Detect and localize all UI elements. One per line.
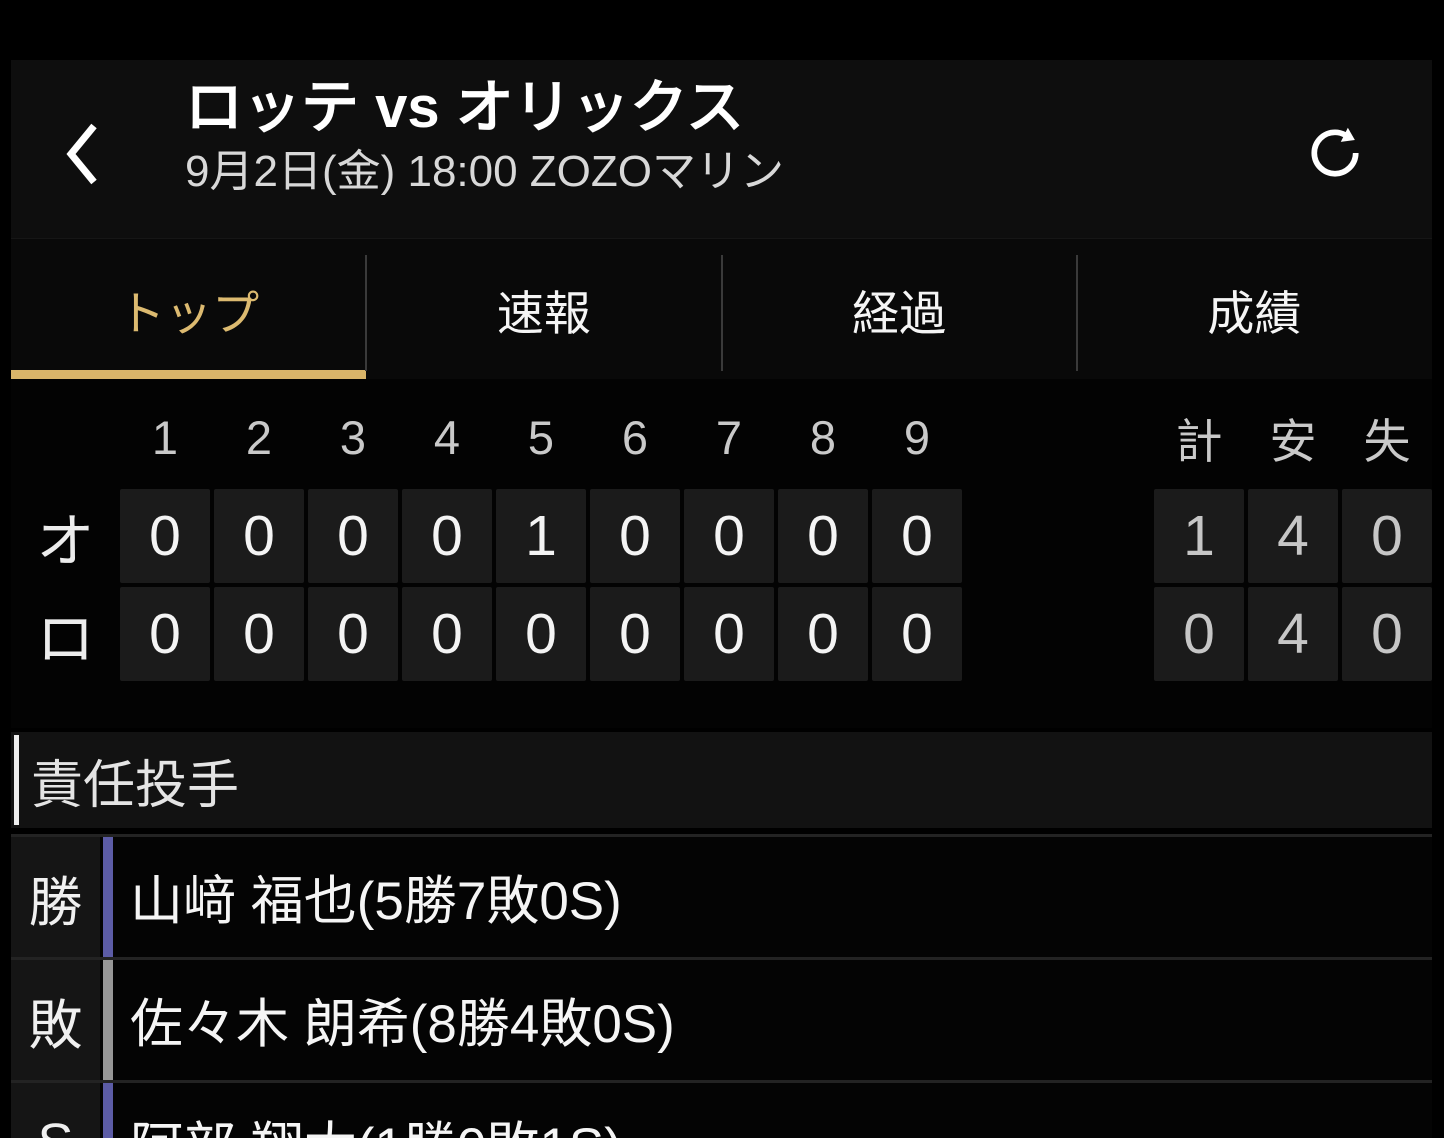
inning-score: 0: [684, 489, 774, 583]
inning-header: 6: [621, 410, 649, 464]
game-datetime-venue: 9月2日(金) 18:00 ZOZOマリン: [185, 147, 785, 196]
tab-seiseki[interactable]: 成績: [1075, 239, 1432, 379]
tab-sokuho[interactable]: 速報: [365, 239, 721, 379]
tab-keika[interactable]: 経過: [720, 239, 1077, 379]
inning-score: 0: [778, 489, 868, 583]
pitcher-row-win[interactable]: 勝 山﨑 福也(5勝7敗0S): [11, 834, 1432, 957]
page-title: ロッテ vs オリックス: [185, 75, 745, 140]
inning-score: 0: [402, 587, 492, 681]
score-row-visitor: オ 0 0 0 0 1 0 0 0 0 1 4 0: [11, 489, 1432, 583]
inning-header: 4: [433, 410, 461, 464]
inning-score: 0: [308, 489, 398, 583]
inning-header: 1: [151, 410, 179, 464]
inning-score: 0: [872, 489, 962, 583]
title-block: ロッテ vs オリックス 9月2日(金) 18:00 ZOZOマリン: [185, 73, 784, 201]
scoreboard: 1 2 3 4 5 6 7 8 9 計 安 失 オ 0 0 0 0 1 0 0 …: [11, 379, 1432, 728]
team-color-bar: [103, 960, 113, 1080]
role-badge-loss: 敗: [11, 960, 100, 1080]
inning-score: 0: [214, 489, 304, 583]
inning-score: 0: [684, 587, 774, 681]
total-errors: 0: [1342, 489, 1432, 583]
role-badge-save: S: [11, 1083, 100, 1138]
total-header-runs: 計: [1175, 414, 1223, 468]
pitcher-name: 阿部 翔太(1勝0敗1S): [130, 1083, 622, 1138]
refresh-button[interactable]: [1304, 122, 1366, 184]
refresh-icon: [1306, 124, 1364, 182]
header: ロッテ vs オリックス 9月2日(金) 18:00 ZOZOマリン: [11, 60, 1432, 238]
inning-header: 2: [245, 410, 273, 464]
team-label: ロ: [36, 607, 95, 672]
inning-score: 0: [590, 587, 680, 681]
team-color-bar: [103, 837, 113, 957]
inning-score: 0: [872, 587, 962, 681]
pitcher-name: 佐々木 朗希(8勝4敗0S): [130, 995, 675, 1054]
tab-bar: トップ 速報 経過 成績: [11, 238, 1432, 379]
inning-score: 0: [120, 587, 210, 681]
tab-top[interactable]: トップ: [11, 239, 367, 379]
inning-score: 0: [778, 587, 868, 681]
section-accent-bar: [14, 735, 19, 825]
inning-header: 5: [527, 410, 555, 464]
total-runs: 1: [1154, 489, 1244, 583]
total-header-errors: 失: [1363, 414, 1411, 468]
back-button[interactable]: [55, 116, 111, 192]
total-hits: 4: [1248, 587, 1338, 681]
inning-header: 8: [809, 410, 837, 464]
team-label: オ: [36, 509, 95, 574]
role-badge-win: 勝: [11, 837, 100, 957]
inning-score: 0: [120, 489, 210, 583]
total-errors: 0: [1342, 587, 1432, 681]
pitcher-row-save[interactable]: S 阿部 翔太(1勝0敗1S): [11, 1080, 1432, 1138]
inning-header: 9: [903, 410, 931, 464]
inning-header: 3: [339, 410, 367, 464]
score-row-home: ロ 0 0 0 0 0 0 0 0 0 0 4 0: [11, 587, 1432, 681]
inning-score: 1: [496, 489, 586, 583]
game-detail-screen: ロッテ vs オリックス 9月2日(金) 18:00 ZOZOマリン トップ 速…: [11, 60, 1432, 1138]
total-runs: 0: [1154, 587, 1244, 681]
chevron-left-icon: [63, 120, 103, 188]
inning-header: 7: [715, 410, 743, 464]
inning-score: 0: [590, 489, 680, 583]
section-header-pitchers: 責任投手: [11, 732, 1432, 828]
inning-score: 0: [308, 587, 398, 681]
team-color-bar: [103, 1083, 113, 1138]
pitcher-name: 山﨑 福也(5勝7敗0S): [130, 872, 622, 931]
inning-score: 0: [402, 489, 492, 583]
total-hits: 4: [1248, 489, 1338, 583]
inning-score: 0: [496, 587, 586, 681]
inning-score: 0: [214, 587, 304, 681]
scoreboard-header-row: 1 2 3 4 5 6 7 8 9 計 安 失: [11, 395, 1432, 479]
total-header-hits: 安: [1269, 414, 1317, 468]
section-title: 責任投手: [31, 756, 240, 815]
pitcher-list: 勝 山﨑 福也(5勝7敗0S) 敗 佐々木 朗希(8勝4敗0S) S 阿部 翔太…: [11, 834, 1432, 1138]
pitcher-row-loss[interactable]: 敗 佐々木 朗希(8勝4敗0S): [11, 957, 1432, 1080]
